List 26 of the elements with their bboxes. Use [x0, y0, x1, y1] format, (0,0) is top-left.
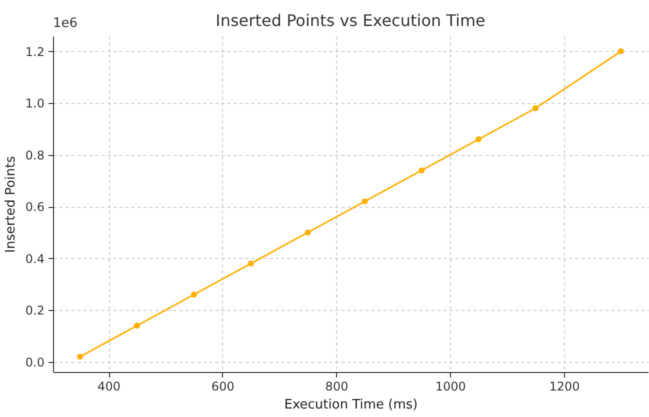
x-tick-label: 1200	[549, 380, 580, 394]
point	[476, 136, 482, 142]
point	[418, 167, 425, 174]
y-tick-label: 0.2	[25, 304, 44, 318]
y-tick-label: 0.8	[25, 148, 44, 162]
y-tick-label: 1.2	[25, 44, 44, 59]
point	[77, 354, 84, 360]
chart-title: Inserted Points vs Execution Time	[216, 11, 486, 30]
x-axis-title: Execution Time (ms)	[284, 398, 418, 412]
x-tick-label: 400	[98, 380, 120, 394]
y-axis-title: Inserted Points	[3, 156, 18, 253]
y-tick-label: 0.4	[25, 252, 44, 266]
x-tick-label: 1000	[435, 380, 466, 394]
x-tick-label: 600	[211, 380, 234, 394]
point	[304, 229, 311, 236]
point	[248, 260, 254, 267]
point	[362, 198, 368, 204]
y-tick-label: 1.0	[25, 96, 44, 111]
x-tick-label: 800	[325, 380, 348, 394]
y-tick-label: 0.0	[25, 355, 44, 370]
y-tick-label: 0.6	[25, 200, 44, 214]
point	[618, 48, 624, 54]
text: 1e6	[53, 16, 78, 31]
point	[190, 292, 197, 298]
point	[532, 105, 539, 112]
point	[134, 322, 140, 329]
